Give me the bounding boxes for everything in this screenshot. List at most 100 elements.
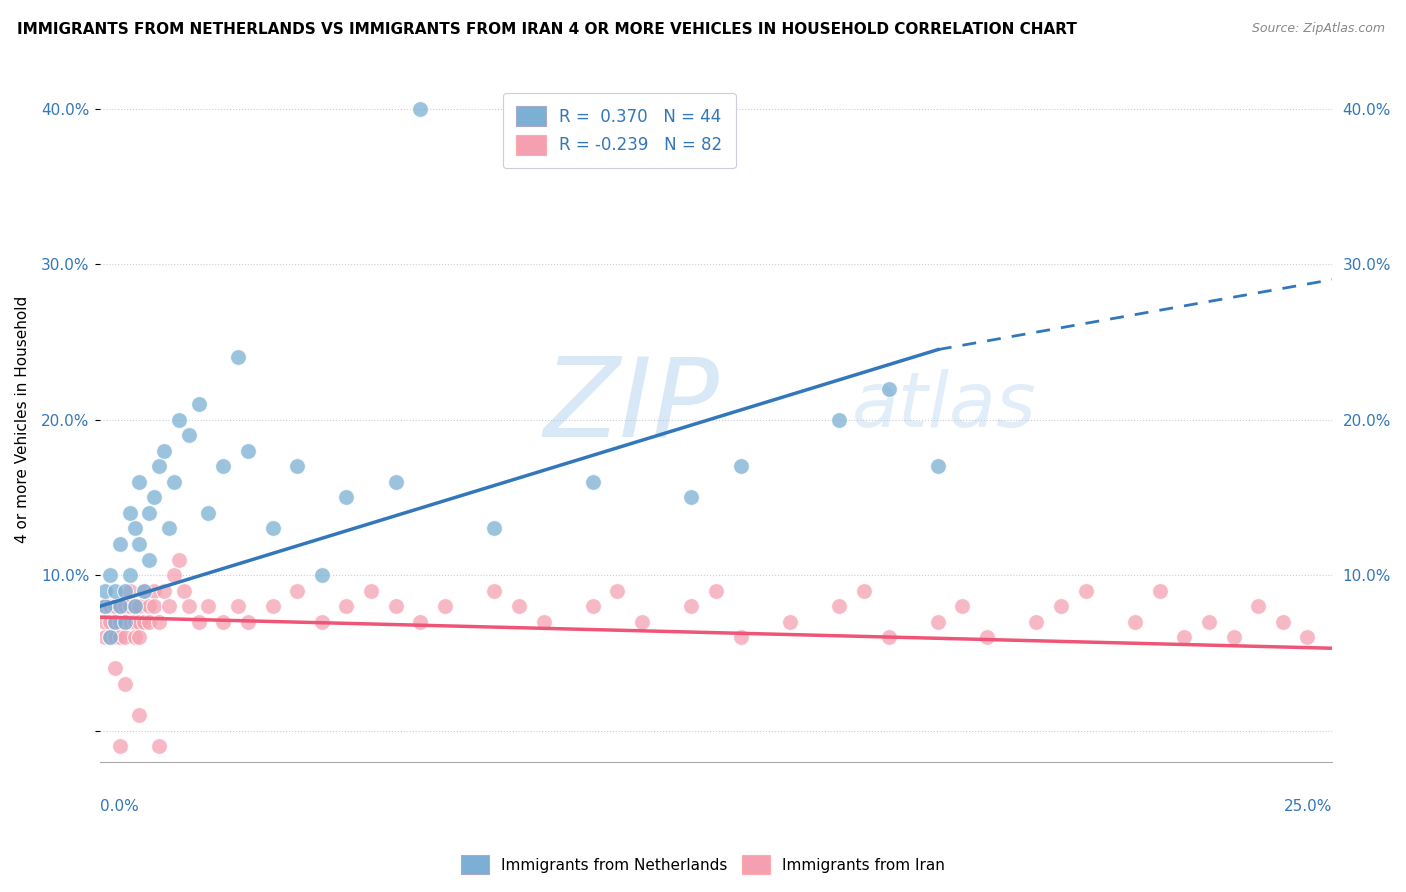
Point — [484, 521, 506, 535]
Text: IMMIGRANTS FROM NETHERLANDS VS IMMIGRANTS FROM IRAN 4 OR MORE VEHICLES IN HOUSEH: IMMIGRANTS FROM NETHERLANDS VS IMMIGRANT… — [17, 22, 1077, 37]
Point — [94, 615, 117, 629]
Point — [335, 599, 357, 614]
Point — [877, 382, 900, 396]
Point — [108, 599, 131, 614]
Point — [508, 599, 530, 614]
Point — [157, 599, 180, 614]
Point — [134, 583, 156, 598]
Text: ZIP: ZIP — [544, 352, 720, 459]
Point — [384, 475, 406, 489]
Point — [212, 459, 235, 474]
Point — [877, 631, 900, 645]
Point — [98, 631, 121, 645]
Point — [262, 599, 284, 614]
Point — [138, 615, 160, 629]
Point — [226, 351, 249, 365]
Point — [311, 568, 333, 582]
Point — [1025, 615, 1047, 629]
Point — [187, 615, 209, 629]
Point — [138, 506, 160, 520]
Point — [167, 412, 190, 426]
Point — [1222, 631, 1244, 645]
Point — [1123, 615, 1146, 629]
Point — [285, 583, 308, 598]
Point — [148, 615, 170, 629]
Point — [187, 397, 209, 411]
Point — [177, 428, 200, 442]
Point — [104, 599, 127, 614]
Point — [128, 599, 150, 614]
Point — [108, 631, 131, 645]
Point — [108, 599, 131, 614]
Point — [197, 599, 219, 614]
Point — [98, 615, 121, 629]
Point — [124, 599, 146, 614]
Point — [157, 521, 180, 535]
Point — [484, 583, 506, 598]
Point — [98, 599, 121, 614]
Point — [1050, 599, 1073, 614]
Point — [409, 102, 432, 116]
Point — [704, 583, 727, 598]
Point — [94, 599, 117, 614]
Point — [681, 491, 703, 505]
Point — [163, 475, 186, 489]
Point — [285, 459, 308, 474]
Point — [1173, 631, 1195, 645]
Point — [108, 537, 131, 551]
Point — [730, 459, 752, 474]
Point — [118, 615, 141, 629]
Point — [114, 631, 136, 645]
Point — [631, 615, 654, 629]
Point — [177, 599, 200, 614]
Point — [927, 459, 949, 474]
Point — [124, 521, 146, 535]
Legend: R =  0.370   N = 44, R = -0.239   N = 82: R = 0.370 N = 44, R = -0.239 N = 82 — [502, 93, 735, 169]
Point — [533, 615, 555, 629]
Point — [94, 631, 117, 645]
Point — [124, 631, 146, 645]
Point — [236, 443, 259, 458]
Point — [1296, 631, 1319, 645]
Point — [952, 599, 974, 614]
Point — [606, 583, 628, 598]
Point — [852, 583, 875, 598]
Point — [1247, 599, 1270, 614]
Point — [138, 599, 160, 614]
Point — [143, 583, 166, 598]
Point — [98, 631, 121, 645]
Point — [976, 631, 998, 645]
Point — [236, 615, 259, 629]
Point — [118, 506, 141, 520]
Point — [384, 599, 406, 614]
Point — [730, 631, 752, 645]
Point — [104, 631, 127, 645]
Point — [1271, 615, 1294, 629]
Point — [262, 521, 284, 535]
Point — [153, 583, 176, 598]
Point — [128, 631, 150, 645]
Point — [128, 475, 150, 489]
Point — [360, 583, 382, 598]
Point — [104, 661, 127, 675]
Point — [128, 615, 150, 629]
Point — [94, 583, 117, 598]
Point — [828, 412, 851, 426]
Point — [212, 615, 235, 629]
Point — [134, 583, 156, 598]
Point — [434, 599, 457, 614]
Point — [409, 615, 432, 629]
Point — [1198, 615, 1220, 629]
Point — [134, 615, 156, 629]
Text: Source: ZipAtlas.com: Source: ZipAtlas.com — [1251, 22, 1385, 36]
Text: 0.0%: 0.0% — [100, 799, 139, 814]
Point — [927, 615, 949, 629]
Point — [124, 599, 146, 614]
Point — [779, 615, 801, 629]
Point — [148, 739, 170, 754]
Point — [108, 739, 131, 754]
Point — [148, 459, 170, 474]
Point — [311, 615, 333, 629]
Point — [94, 599, 117, 614]
Point — [128, 537, 150, 551]
